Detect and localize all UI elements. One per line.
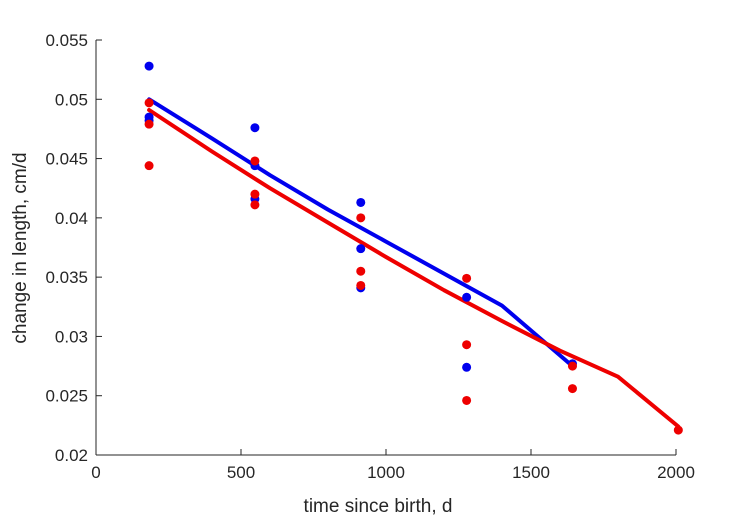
data-point-1 xyxy=(356,280,366,290)
data-point-0 xyxy=(462,292,472,302)
data-point-0 xyxy=(250,123,260,133)
data-point-1 xyxy=(462,395,472,405)
fit-lines xyxy=(147,97,681,429)
x-tick-label: 1500 xyxy=(512,463,550,482)
y-tick-label: 0.05 xyxy=(55,90,88,109)
y-tick-label: 0.055 xyxy=(45,31,88,50)
x-tick-label: 1000 xyxy=(367,463,405,482)
y-tick-label: 0.04 xyxy=(55,209,88,228)
x-tick-label: 0 xyxy=(91,463,100,482)
x-axis-label: time since birth, d xyxy=(304,496,453,517)
data-point-0 xyxy=(144,61,154,71)
data-point-1 xyxy=(144,119,154,129)
y-tick-label: 0.035 xyxy=(45,268,88,287)
data-point-1 xyxy=(673,425,683,435)
data-point-1 xyxy=(462,273,472,283)
data-point-1 xyxy=(144,98,154,108)
data-point-0 xyxy=(462,362,472,372)
x-tick-label: 500 xyxy=(227,463,255,482)
data-point-1 xyxy=(567,384,577,394)
data-point-1 xyxy=(144,161,154,171)
data-point-1 xyxy=(567,361,577,371)
data-point-0 xyxy=(356,244,366,254)
y-axis-label: change in length, cm/d xyxy=(10,152,31,343)
y-tick-label: 0.025 xyxy=(45,387,88,406)
data-point-1 xyxy=(250,156,260,166)
y-tick-label: 0.045 xyxy=(45,150,88,169)
data-point-1 xyxy=(250,189,260,199)
data-point-1 xyxy=(250,200,260,210)
data-point-1 xyxy=(356,266,366,276)
data-point-0 xyxy=(356,197,366,207)
x-tick-label: 2000 xyxy=(657,463,695,482)
y-tick-label: 0.02 xyxy=(55,446,88,465)
axes xyxy=(95,40,676,456)
data-point-1 xyxy=(356,213,366,223)
data-point-1 xyxy=(462,340,472,350)
ticks: 0 500 1000 1500 2000 0.02 0.025 0.03 0.035 0.04 0.… xyxy=(45,31,694,482)
data-points xyxy=(144,61,683,435)
y-tick-label: 0.03 xyxy=(55,327,88,346)
fit-line-0 xyxy=(147,97,575,369)
fit-line-1 xyxy=(147,108,681,429)
